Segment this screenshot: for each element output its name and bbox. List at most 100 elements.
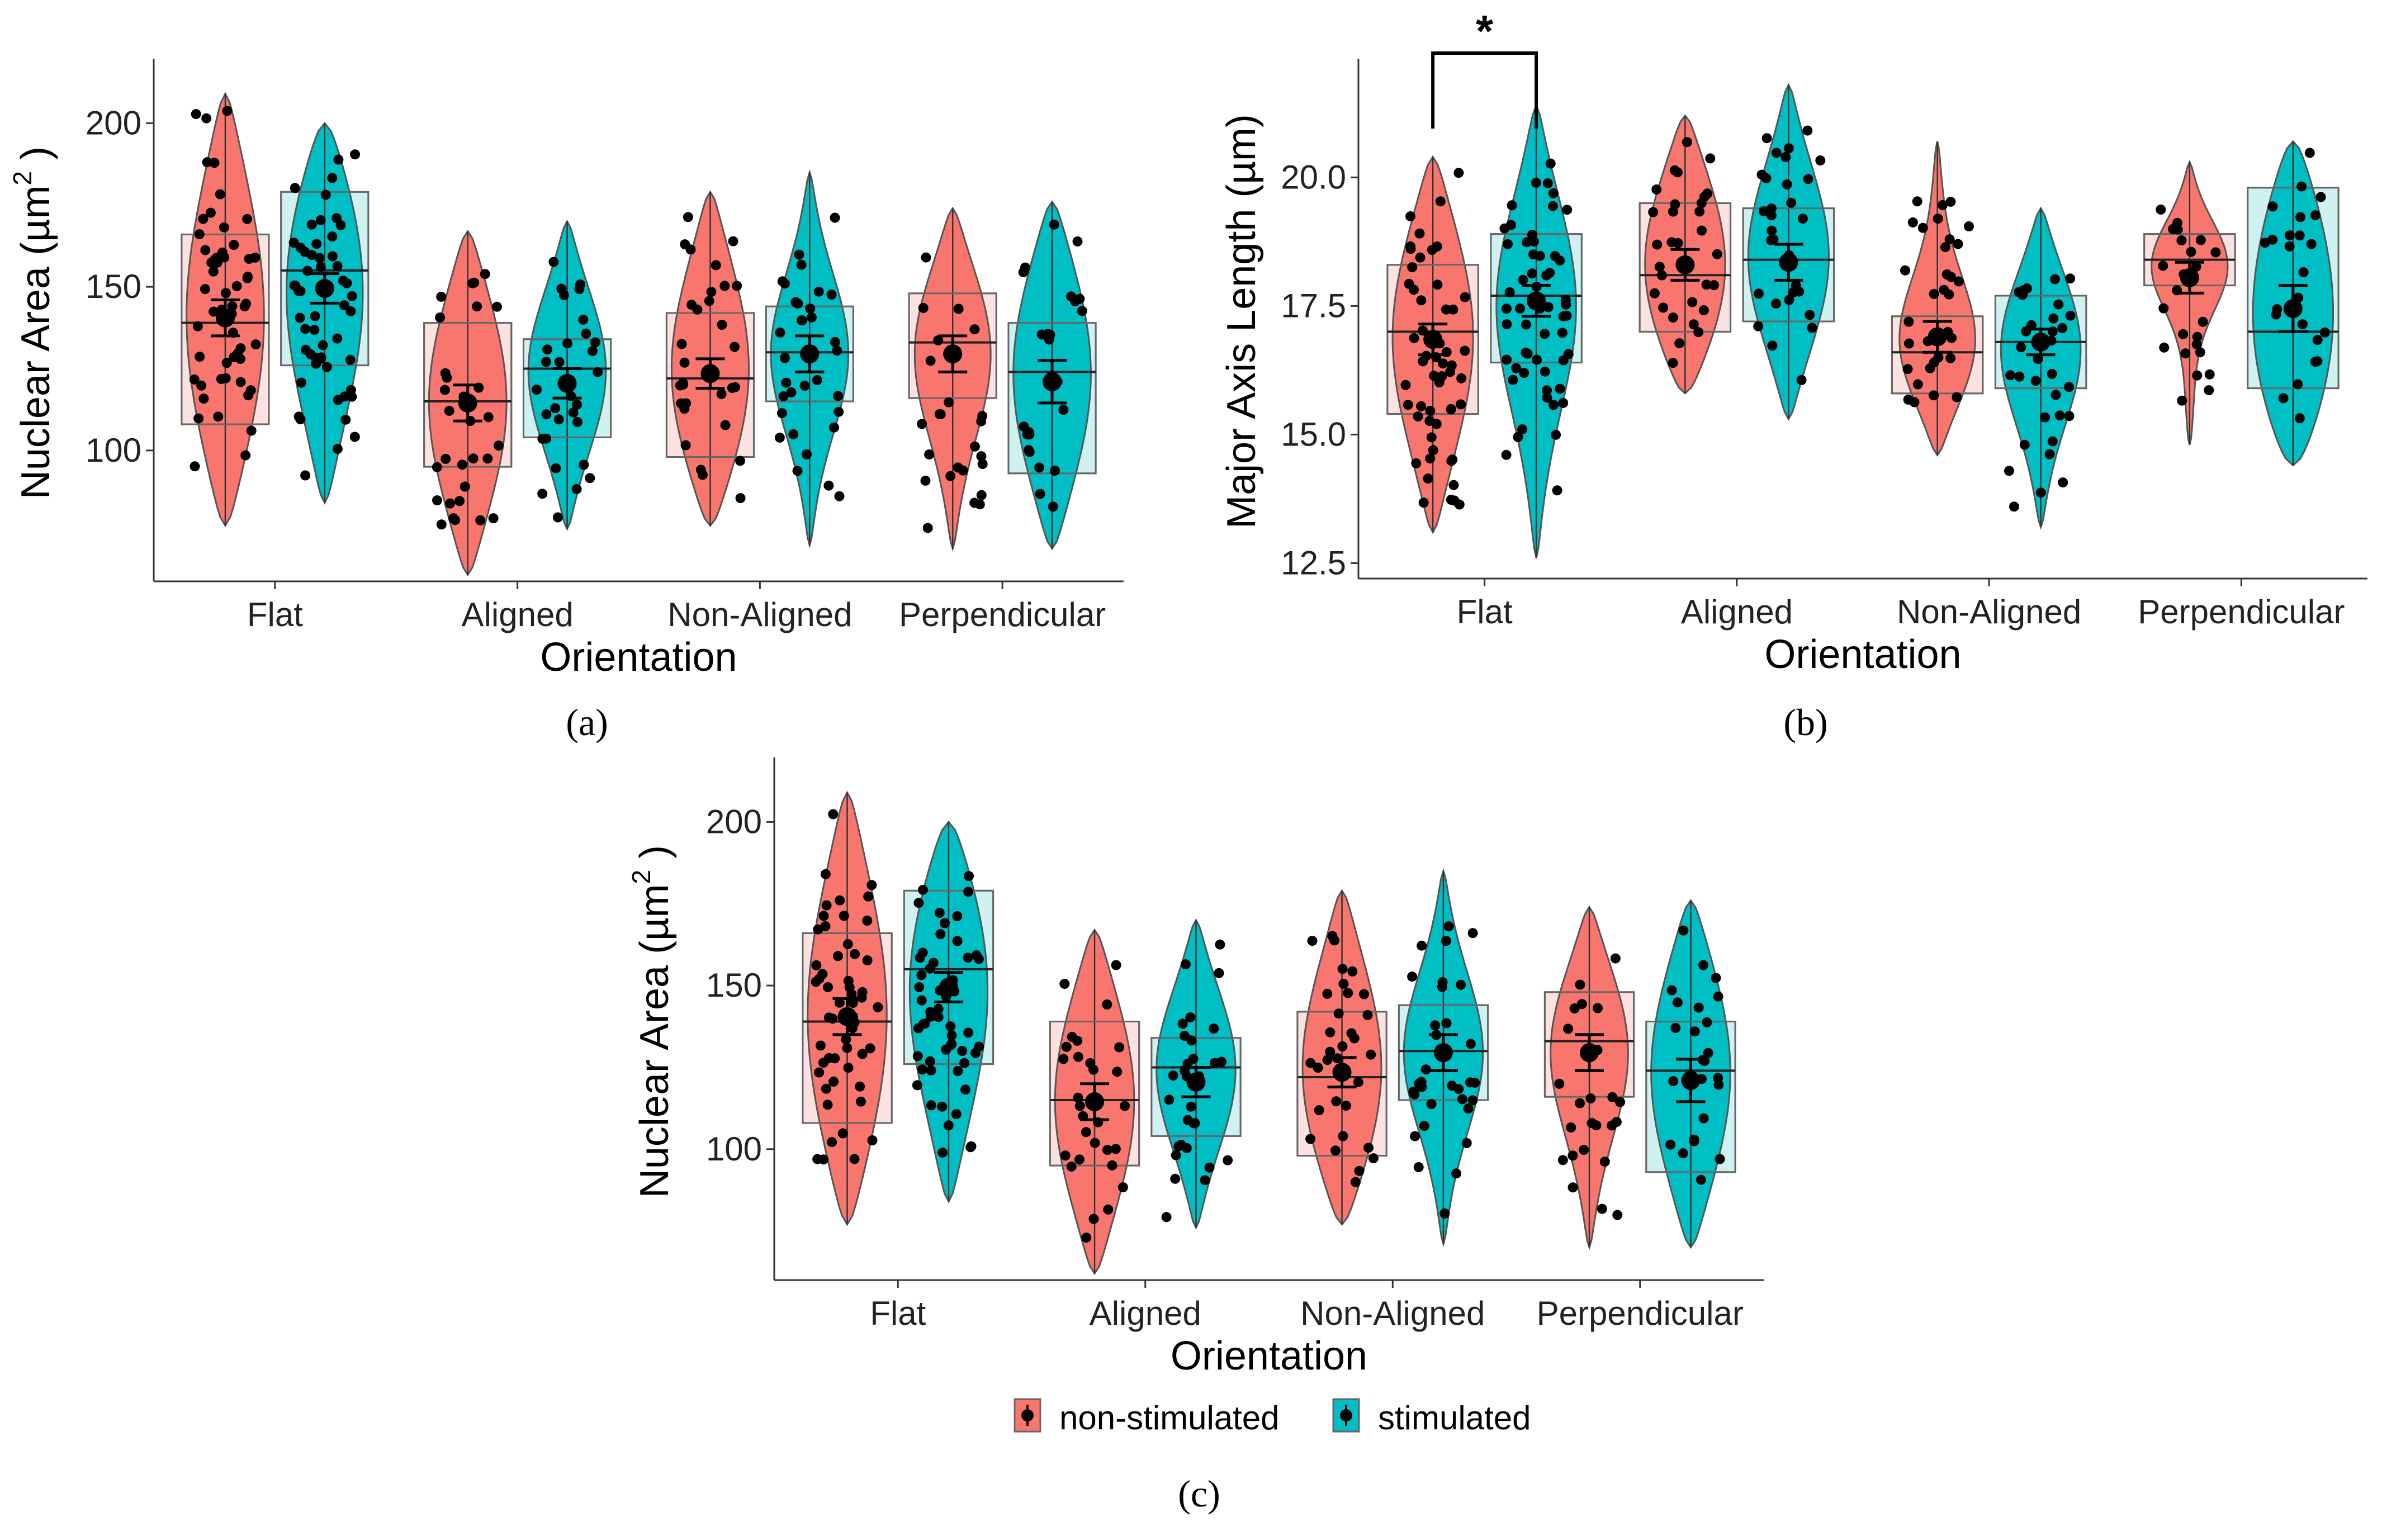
data-point <box>817 969 828 979</box>
x-tick-label-non-aligned: Non-Aligned <box>1897 593 2081 631</box>
data-point <box>293 411 304 422</box>
data-point <box>2192 331 2203 342</box>
data-point <box>1437 977 1448 988</box>
data-point <box>1944 234 1955 245</box>
data-point <box>195 352 205 362</box>
data-point <box>1766 210 1777 221</box>
data-point <box>1668 312 1678 323</box>
data-point <box>1447 1081 1457 1091</box>
x-axis-title: Orientation <box>1764 632 1961 677</box>
data-point <box>1362 1010 1373 1020</box>
data-point <box>842 1043 853 1053</box>
data-point <box>1796 375 1807 385</box>
data-point <box>917 947 928 958</box>
data-point <box>460 481 470 492</box>
data-point <box>1502 354 1512 365</box>
data-point <box>941 1044 951 1055</box>
data-point <box>250 252 261 263</box>
data-point <box>1463 1103 1474 1114</box>
data-point <box>916 970 927 980</box>
data-point <box>1566 1122 1576 1133</box>
group-non-aligned-non-stimulated <box>665 190 755 527</box>
data-point <box>2294 230 2305 241</box>
data-point <box>492 301 502 312</box>
data-point <box>1508 375 1518 385</box>
data-point <box>676 398 686 409</box>
data-point <box>1502 319 1512 330</box>
data-point <box>593 367 603 377</box>
data-point <box>862 916 873 926</box>
data-point <box>716 388 727 399</box>
data-point <box>1761 133 1772 144</box>
data-point <box>1111 960 1121 970</box>
data-point <box>1410 1131 1420 1141</box>
data-point <box>1035 489 1045 499</box>
box-outline-non-aligned-non-stimulated <box>665 312 755 458</box>
data-point <box>1702 1017 1712 1027</box>
data-point <box>327 173 338 183</box>
data-point <box>974 499 985 510</box>
data-point <box>2058 477 2068 488</box>
data-point <box>318 340 328 350</box>
data-point <box>2177 395 2187 406</box>
data-point <box>350 149 361 160</box>
data-point <box>823 1012 834 1023</box>
data-point <box>951 1109 962 1120</box>
data-point <box>849 1154 860 1164</box>
data-point <box>1912 196 1922 207</box>
data-point <box>532 385 542 395</box>
data-point <box>963 953 973 963</box>
data-point <box>933 335 944 345</box>
data-point <box>788 429 799 439</box>
data-point <box>830 212 840 223</box>
data-point <box>799 381 810 391</box>
data-point <box>818 1058 828 1068</box>
data-point <box>306 250 317 260</box>
data-point <box>821 1083 831 1094</box>
data-point <box>1058 1054 1069 1064</box>
data-point <box>1929 390 1939 401</box>
data-point <box>192 321 203 331</box>
data-point <box>1090 1138 1100 1148</box>
data-point <box>537 433 548 444</box>
data-point <box>1903 316 1914 327</box>
data-point <box>828 809 839 819</box>
data-point <box>797 315 807 326</box>
data-point <box>1542 392 1552 403</box>
data-point <box>850 949 860 959</box>
data-point <box>1651 184 1662 195</box>
data-point <box>1439 1208 1450 1219</box>
data-point <box>2018 290 2028 300</box>
data-point <box>2065 273 2076 284</box>
data-point <box>1354 1165 1365 1176</box>
data-point <box>1696 1174 1706 1185</box>
data-point <box>780 353 790 363</box>
data-point <box>320 189 331 200</box>
data-point <box>830 337 840 347</box>
data-point <box>339 300 349 311</box>
legend-key-non-stimulated <box>1014 1398 1041 1433</box>
data-point <box>482 453 493 464</box>
data-point <box>2057 323 2068 333</box>
data-point <box>1353 1077 1363 1087</box>
data-point <box>1418 497 1429 508</box>
data-point <box>1568 1182 1578 1193</box>
data-point <box>1713 1073 1723 1083</box>
data-point <box>964 871 974 882</box>
data-point <box>548 257 559 267</box>
data-point <box>2297 319 2308 329</box>
data-point <box>493 440 504 451</box>
data-point <box>1592 1003 1603 1013</box>
data-point <box>572 416 583 427</box>
data-point <box>310 311 320 321</box>
data-point <box>2304 148 2315 158</box>
data-point <box>1081 1127 1091 1138</box>
data-point <box>937 1101 948 1112</box>
box-outline-aligned-non-stimulated <box>1049 1021 1140 1167</box>
data-point <box>553 414 564 425</box>
data-point <box>1448 480 1459 490</box>
data-point <box>1022 429 1033 440</box>
data-point <box>1453 168 1464 178</box>
data-point <box>833 951 843 961</box>
data-point <box>1542 178 1553 188</box>
